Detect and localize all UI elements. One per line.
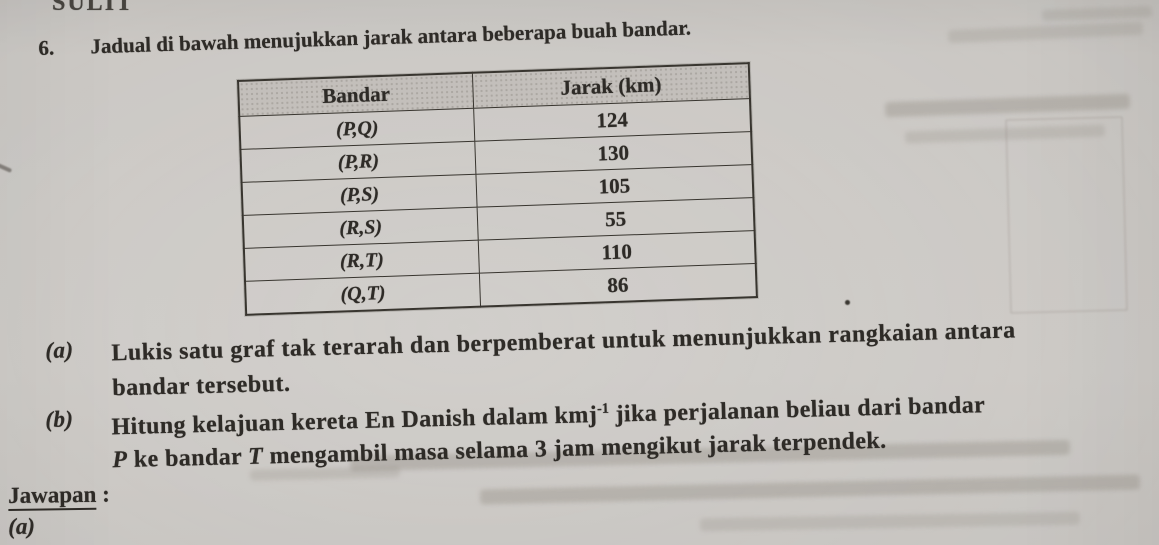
bleed-through-smudge bbox=[699, 511, 1081, 532]
part-b-label: (b) bbox=[45, 406, 74, 432]
answer-heading-label: Jawapan bbox=[8, 481, 97, 511]
scan-edge-mark bbox=[0, 163, 13, 173]
question-number: 6. bbox=[38, 35, 55, 60]
stray-ink-dot bbox=[845, 300, 850, 305]
distance-table-wrapper: Bandar Jarak (km) (P,Q) 124 (P,R) 130 (P… bbox=[237, 62, 758, 316]
question-text: Jadual di bawah menujukkan jarak antara … bbox=[89, 15, 692, 59]
confidential-label: SULIT bbox=[52, 0, 135, 16]
variable-t: T bbox=[247, 443, 264, 470]
bleed-through-smudge bbox=[479, 474, 1141, 505]
answer-heading: Jawapan : bbox=[8, 481, 110, 511]
bleed-through-smudge bbox=[947, 21, 1144, 44]
answer-heading-colon: : bbox=[96, 481, 110, 507]
answer-part-a-label: (a) bbox=[8, 513, 36, 539]
part-b-line2-mid: ke bandar bbox=[127, 443, 249, 473]
variable-p: P bbox=[112, 446, 128, 474]
superscript-exponent: -1 bbox=[596, 400, 610, 418]
bleed-through-smudge bbox=[884, 93, 1131, 118]
distance-table: Bandar Jarak (km) (P,Q) 124 (P,R) 130 (P… bbox=[237, 62, 758, 316]
bleed-through-box bbox=[1005, 116, 1128, 314]
part-b-line1-post: jika perjalanan beliau dari bandar bbox=[608, 392, 986, 428]
question-stem: 6. Jadual di bawah menujukkan jarak anta… bbox=[38, 11, 818, 60]
bleed-through-smudge bbox=[1041, 6, 1153, 21]
part-a-label: (a) bbox=[45, 337, 74, 363]
bandar-pair-cell: (Q,T) bbox=[245, 273, 481, 315]
